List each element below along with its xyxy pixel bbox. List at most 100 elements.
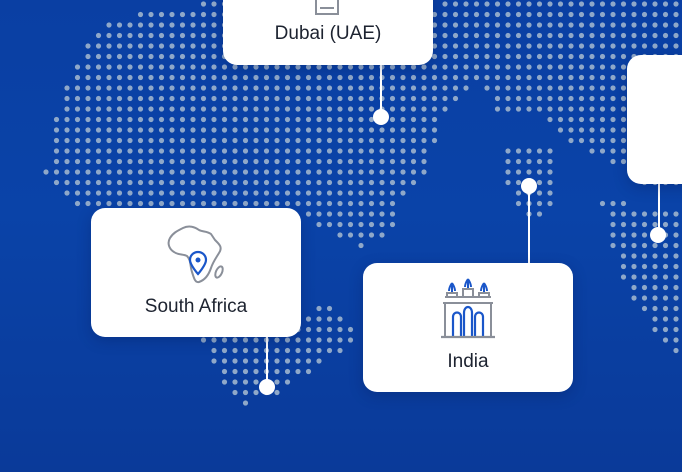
map-dot: [620, 85, 627, 91]
map-dot: [505, 32, 511, 39]
map-dot: [211, 190, 217, 196]
map-dot: [169, 85, 175, 91]
map-dot: [127, 74, 133, 81]
map-dot: [190, 74, 196, 81]
map-dot: [379, 179, 385, 186]
map-dot: [74, 148, 81, 154]
map-dot: [578, 53, 585, 60]
map-dot: [463, 85, 469, 91]
map-dot: [358, 148, 364, 154]
map-dot: [221, 64, 228, 70]
map-dot: [137, 137, 144, 144]
map-dot: [305, 347, 312, 354]
map-dot: [641, 295, 648, 301]
map-dot: [190, 106, 196, 112]
map-dot: [368, 179, 375, 186]
map-dot: [641, 43, 648, 49]
map-dot: [242, 358, 249, 364]
map-dot: [620, 64, 627, 70]
map-dot: [326, 179, 333, 186]
map-dot: [431, 11, 438, 18]
map-dot: [137, 148, 144, 154]
map-dot: [599, 148, 606, 154]
map-dot: [505, 1, 511, 7]
map-dot: [473, 74, 480, 81]
map-dot: [673, 242, 679, 249]
map-dot: [158, 22, 165, 28]
map-dot: [137, 22, 144, 28]
map-dot: [305, 316, 312, 322]
map-dot: [116, 190, 123, 196]
map-dot: [295, 179, 301, 186]
map-dot: [127, 116, 133, 123]
east-location-pin[interactable]: [650, 227, 666, 243]
map-dot: [610, 232, 616, 238]
map-dot: [232, 347, 238, 354]
map-dot: [568, 95, 574, 102]
map-dot: [589, 53, 595, 60]
map-dot: [200, 148, 207, 154]
map-dot: [547, 64, 553, 70]
map-dot: [127, 43, 133, 49]
map-dot: [431, 116, 438, 123]
map-dot: [137, 179, 144, 186]
map-dot: [137, 43, 144, 49]
map-dot: [473, 43, 480, 49]
map-dot: [620, 1, 627, 7]
map-dot: [526, 95, 532, 102]
map-dot: [106, 148, 112, 154]
map-dot: [589, 127, 595, 133]
map-dot: [463, 74, 469, 81]
map-dot: [547, 106, 553, 112]
map-dot: [536, 200, 543, 207]
india-location-pin[interactable]: [521, 178, 537, 194]
map-dot: [379, 137, 385, 144]
map-dot: [358, 242, 364, 249]
map-dot: [232, 85, 238, 91]
map-dot: [610, 116, 616, 123]
map-dot: [106, 95, 112, 102]
map-dot: [74, 137, 81, 144]
map-dot: [305, 95, 312, 102]
india-location-card[interactable]: India: [363, 263, 573, 392]
map-dot: [127, 127, 133, 133]
map-dot: [505, 64, 511, 70]
map-dot: [515, 64, 522, 70]
map-dot: [179, 190, 186, 196]
map-dot: [652, 284, 658, 291]
map-dot: [452, 1, 459, 7]
map-dot: [284, 137, 291, 144]
map-dot: [305, 326, 312, 333]
map-dot: [662, 295, 669, 301]
map-dot: [295, 137, 301, 144]
map-dot: [400, 127, 406, 133]
map-dot: [389, 95, 396, 102]
map-dot: [211, 337, 217, 343]
map-dot: [568, 137, 574, 144]
map-dot: [148, 148, 154, 154]
map-dot: [515, 22, 522, 28]
map-dot: [232, 106, 238, 112]
map-dot: [274, 190, 280, 196]
map-dot: [494, 106, 501, 112]
map-dot: [662, 337, 669, 343]
dubai-location-card[interactable]: Dubai (UAE): [223, 0, 433, 65]
map-dot: [421, 106, 427, 112]
map-dot: [169, 148, 175, 154]
map-dot: [295, 169, 301, 175]
map-dot: [106, 200, 112, 207]
south-africa-location-pin[interactable]: [259, 379, 275, 395]
map-dot: [148, 169, 154, 175]
map-dot: [200, 64, 207, 70]
south-africa-location-card[interactable]: South Africa: [91, 208, 301, 337]
map-dot: [442, 1, 448, 7]
map-dot: [347, 137, 354, 144]
dubai-location-pin[interactable]: [373, 109, 389, 125]
map-dot: [295, 368, 301, 375]
map-dot: [190, 43, 196, 49]
map-dot: [389, 179, 396, 186]
map-dot: [116, 53, 123, 60]
map-dot: [74, 116, 81, 123]
map-dot: [547, 95, 553, 102]
east-location-card[interactable]: [627, 55, 682, 184]
